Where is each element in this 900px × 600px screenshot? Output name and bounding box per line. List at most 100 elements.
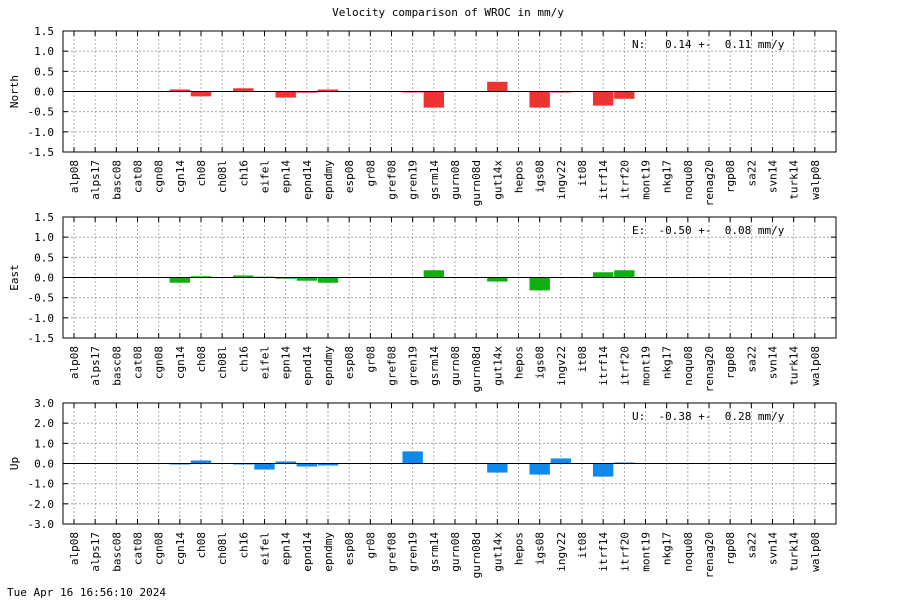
x-tick-label: alps17: [89, 346, 102, 386]
x-tick-label: hepos: [513, 346, 526, 379]
x-tick-label: turk14: [788, 346, 801, 386]
plot-frame: [62, 216, 837, 339]
y-tick-label: 1.5: [34, 25, 54, 38]
y-tick-label: -3.0: [28, 518, 55, 531]
x-tick-label: cgn14: [174, 160, 187, 193]
stats-annotation: U: -0.38 +- 0.28 mm/y: [632, 410, 785, 423]
y-tick-label: 0.5: [34, 251, 54, 264]
x-tick-label: ch16: [237, 346, 250, 373]
x-tick-label: itrf20: [618, 532, 631, 572]
y-tick-label: 0.0: [34, 86, 54, 99]
bar-ch16: [233, 463, 254, 465]
x-tick-label: basc08: [110, 160, 123, 200]
bar-gut14x: [487, 277, 508, 282]
y-tick-label: 2.0: [34, 417, 54, 430]
bar-epn14: [275, 91, 296, 98]
x-tick-label: cat08: [132, 532, 145, 565]
chart-title: Velocity comparison of WROC in mm/y: [332, 6, 564, 19]
x-tick-label: sa22: [745, 532, 758, 559]
y-axis-label: North: [8, 75, 21, 108]
panel-north: 1.5 1.0 0.5 0.0 -0.5 -1.0 -1.5 alp08 alps17 basc0…: [8, 25, 837, 206]
y-tick-label: 0.0: [34, 272, 54, 285]
x-tick-label: epndmy: [322, 160, 335, 200]
bar-ch08: [190, 276, 212, 278]
x-tick-label: ch08l: [216, 532, 229, 565]
y-tick-label: 1.0: [34, 231, 54, 244]
x-tick-label: epndmy: [322, 532, 335, 572]
x-tick-label: itrf14: [597, 160, 610, 200]
x-tick-label: esp08: [343, 532, 356, 565]
x-tick-label: itrf20: [618, 346, 631, 386]
x-tick-label: gurn08d: [470, 160, 483, 206]
x-tick-label: igs08: [534, 346, 547, 379]
x-tick-label: gsrm14: [428, 346, 441, 386]
x-tick-label: ch08l: [216, 160, 229, 193]
x-tick-label: gurn08: [449, 532, 462, 572]
bar-gren19: [402, 451, 423, 464]
x-tick-label: basc08: [110, 346, 123, 386]
x-tick-label: alps17: [89, 160, 102, 200]
x-tick-label: hepos: [513, 160, 526, 193]
y-tick-label: 0.0: [34, 458, 54, 471]
bar-epnd14: [296, 463, 318, 467]
y-axis-label: Up: [8, 457, 21, 470]
y-tick-label: -1.0: [28, 126, 55, 139]
panel-east: 1.5 1.0 0.5 0.0 -0.5 -1.0 -1.5 alp08 alps17 basc0…: [8, 211, 837, 392]
x-tick-label: nkg17: [661, 160, 674, 193]
x-tick-label: cgn08: [153, 346, 166, 379]
x-tick-label: igs08: [534, 160, 547, 193]
bar-epndmy: [317, 277, 339, 283]
x-tick-label: cgn14: [174, 532, 187, 565]
y-tick-label: -0.5: [28, 106, 55, 119]
x-tick-label: gsrm14: [428, 160, 441, 200]
bar-ingv22: [550, 458, 572, 464]
y-tick-label: 1.0: [34, 437, 54, 450]
bar-gut14x: [487, 81, 508, 92]
x-tick-label: epnd14: [301, 160, 314, 200]
x-tick-label: epnd14: [301, 346, 314, 386]
x-tick-label: eifel: [259, 346, 272, 379]
x-tick-label: it08: [576, 160, 589, 187]
x-tick-label: epndmy: [322, 346, 335, 386]
x-tick-label: itrf14: [597, 532, 610, 572]
x-tick-label: it08: [576, 532, 589, 559]
x-tick-label: renag20: [703, 532, 716, 578]
x-tick-label: noqu08: [682, 346, 695, 386]
x-tick-label: turk14: [788, 532, 801, 572]
x-tick-label: basc08: [110, 532, 123, 572]
x-tick-label: svn14: [767, 346, 780, 379]
x-tick-label: gsrm14: [428, 532, 441, 572]
x-tick-label: epnd14: [301, 532, 314, 572]
x-tick-label: eifel: [259, 532, 272, 565]
bar-itrf14: [592, 272, 614, 278]
x-tick-label: gr08: [364, 160, 377, 187]
x-tick-label: ingv22: [555, 160, 568, 200]
bar-cgn14: [169, 277, 191, 283]
bar-gut14x: [487, 463, 508, 473]
plot-frame: [62, 402, 837, 525]
x-tick-label: nkg17: [661, 346, 674, 379]
x-tick-label: ch08: [195, 346, 208, 373]
bar-ch08: [190, 460, 212, 464]
bar-epndmy: [317, 463, 339, 466]
x-tick-label: gurn08: [449, 346, 462, 386]
bar-epndmy: [317, 89, 339, 92]
bar-epn14: [275, 461, 296, 464]
x-tick-label: walp08: [809, 346, 822, 386]
x-tick-label: ingv22: [555, 346, 568, 386]
x-tick-label: cgn08: [153, 532, 166, 565]
x-tick-label: renag20: [703, 346, 716, 392]
y-tick-label: 1.5: [34, 211, 54, 224]
x-tick-label: gurn08d: [470, 532, 483, 578]
bar-itrf20: [614, 462, 635, 464]
x-tick-label: ch08: [195, 532, 208, 559]
x-tick-label: cgn08: [153, 160, 166, 193]
x-tick-label: eifel: [259, 160, 272, 193]
x-tick-label: walp08: [809, 160, 822, 200]
x-tick-label: gren19: [407, 346, 420, 386]
x-tick-label: cat08: [132, 346, 145, 379]
stats-annotation: N: 0.14 +- 0.11 mm/y: [632, 38, 785, 51]
x-tick-label: gurn08: [449, 160, 462, 200]
x-tick-label: rgp08: [724, 160, 737, 193]
